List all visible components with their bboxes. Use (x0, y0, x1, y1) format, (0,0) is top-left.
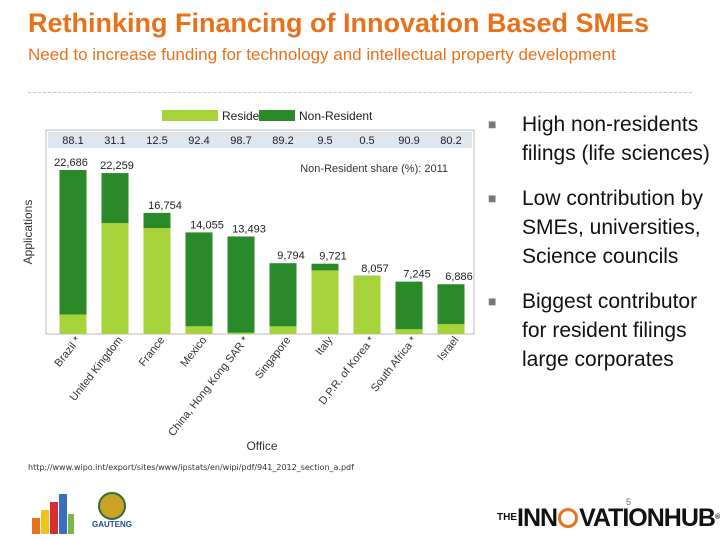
bar-resident (101, 223, 129, 334)
bar-non-resident (227, 236, 255, 333)
bar-resident (353, 276, 381, 334)
gauteng-label: GAUTENG (92, 520, 132, 529)
share-value-label: 98.7 (230, 135, 251, 147)
bar-non-resident (311, 263, 339, 271)
bar-resident (437, 324, 465, 334)
bar-resident (59, 314, 87, 334)
share-caption: Non-Resident share (%): 2011 (300, 163, 448, 175)
total-value-label: 22,259 (100, 160, 134, 172)
bullet-text: High non-residents filings (life science… (522, 113, 710, 165)
total-value-label: 6,886 (445, 271, 473, 283)
bar-non-resident (269, 263, 297, 327)
share-value-label: 9.5 (317, 135, 332, 147)
bullet-square-icon: ■ (488, 293, 497, 309)
bullet-item: ■ High non-residents filings (life scienc… (488, 110, 713, 168)
category-label: China, Hong Kong SAR * (166, 334, 252, 439)
share-value-label: 80.2 (440, 135, 461, 147)
bar-resident (269, 326, 297, 334)
hub-part1: INN (517, 504, 558, 532)
category-label: France (137, 334, 168, 368)
applications-chart: Resident Non-Resident Non-Resident share (… (21, 109, 475, 453)
source-link[interactable]: http://www.wipo.int/export/sites/www/ips… (28, 463, 354, 472)
share-value-label: 31.1 (104, 135, 125, 147)
legend-resident-swatch (162, 110, 218, 121)
category-label: Brazil * (52, 334, 83, 369)
bar-resident (395, 329, 423, 334)
total-value-label: 22,686 (54, 157, 88, 169)
y-axis-label: Applications (21, 200, 35, 265)
share-value-label: 90.9 (398, 135, 419, 147)
bullet-list: ■ High non-residents filings (life scienc… (488, 110, 713, 390)
bar-non-resident (395, 281, 423, 330)
bullet-text: Low contribution by SMEs, universities, … (522, 187, 703, 268)
total-value-label: 16,754 (148, 200, 182, 212)
slide-number: 5 (626, 497, 632, 507)
bar-non-resident (143, 212, 171, 229)
total-value-label: 13,493 (232, 223, 266, 235)
category-label: Italy (313, 334, 335, 358)
slide-subtitle: Need to increase funding for technology … (28, 45, 616, 64)
bullet-item: ■ Biggest contributor for resident filing… (488, 287, 713, 374)
total-value-label: 9,721 (319, 251, 347, 263)
total-value-label: 9,794 (277, 250, 305, 262)
bullet-square-icon: ■ (488, 116, 497, 132)
bar-non-resident (59, 170, 87, 315)
total-value-label: 14,055 (190, 219, 224, 231)
bar-non-resident (185, 232, 213, 327)
plot-frame (45, 129, 475, 335)
share-value-label: 12.5 (146, 135, 167, 147)
bullet-text: Biggest contributor for resident filings… (522, 290, 698, 371)
category-label: South Africa * (369, 334, 420, 394)
hub-o-circle-icon (558, 508, 579, 528)
category-label: Singapore (253, 334, 293, 381)
share-value-label: 89.2 (272, 135, 293, 147)
gauteng-seal-icon (98, 492, 126, 520)
share-value-label: 88.1 (62, 135, 83, 147)
bar-resident (143, 228, 171, 334)
bar-resident (185, 326, 213, 334)
title-divider (28, 92, 692, 93)
total-value-label: 8,057 (361, 263, 389, 275)
hub-prefix: THE (497, 512, 517, 523)
legend-nonresident-swatch (259, 110, 295, 121)
hub-registered-mark: ® (714, 514, 720, 521)
legend-resident-label: Resident (222, 109, 270, 123)
bar-resident (227, 332, 255, 334)
share-strip (48, 132, 472, 148)
bar-resident (311, 270, 339, 334)
bar-chart-logo-icon (32, 494, 74, 534)
bullet-square-icon: ■ (488, 190, 497, 206)
legend-nonresident-label: Non-Resident (299, 109, 373, 123)
total-value-label: 7,245 (403, 269, 431, 281)
hub-part2: VATIONHUB (579, 504, 716, 532)
slide-title: Rethinking Financing of Innovation Based… (28, 8, 650, 38)
category-label: Israel (435, 334, 461, 363)
gauteng-logo: GAUTENG (88, 492, 136, 538)
x-axis-label: Office (246, 439, 277, 453)
share-value-label: 0.5 (359, 135, 374, 147)
category-label: Mexico (178, 334, 209, 369)
bar-non-resident (437, 284, 465, 325)
bar-non-resident (101, 173, 129, 224)
bullet-item: ■ Low contribution by SMEs, universities,… (488, 184, 713, 271)
innovation-hub-logo: THEINN VATIONHUB® (497, 504, 720, 532)
share-value-label: 92.4 (188, 135, 209, 147)
